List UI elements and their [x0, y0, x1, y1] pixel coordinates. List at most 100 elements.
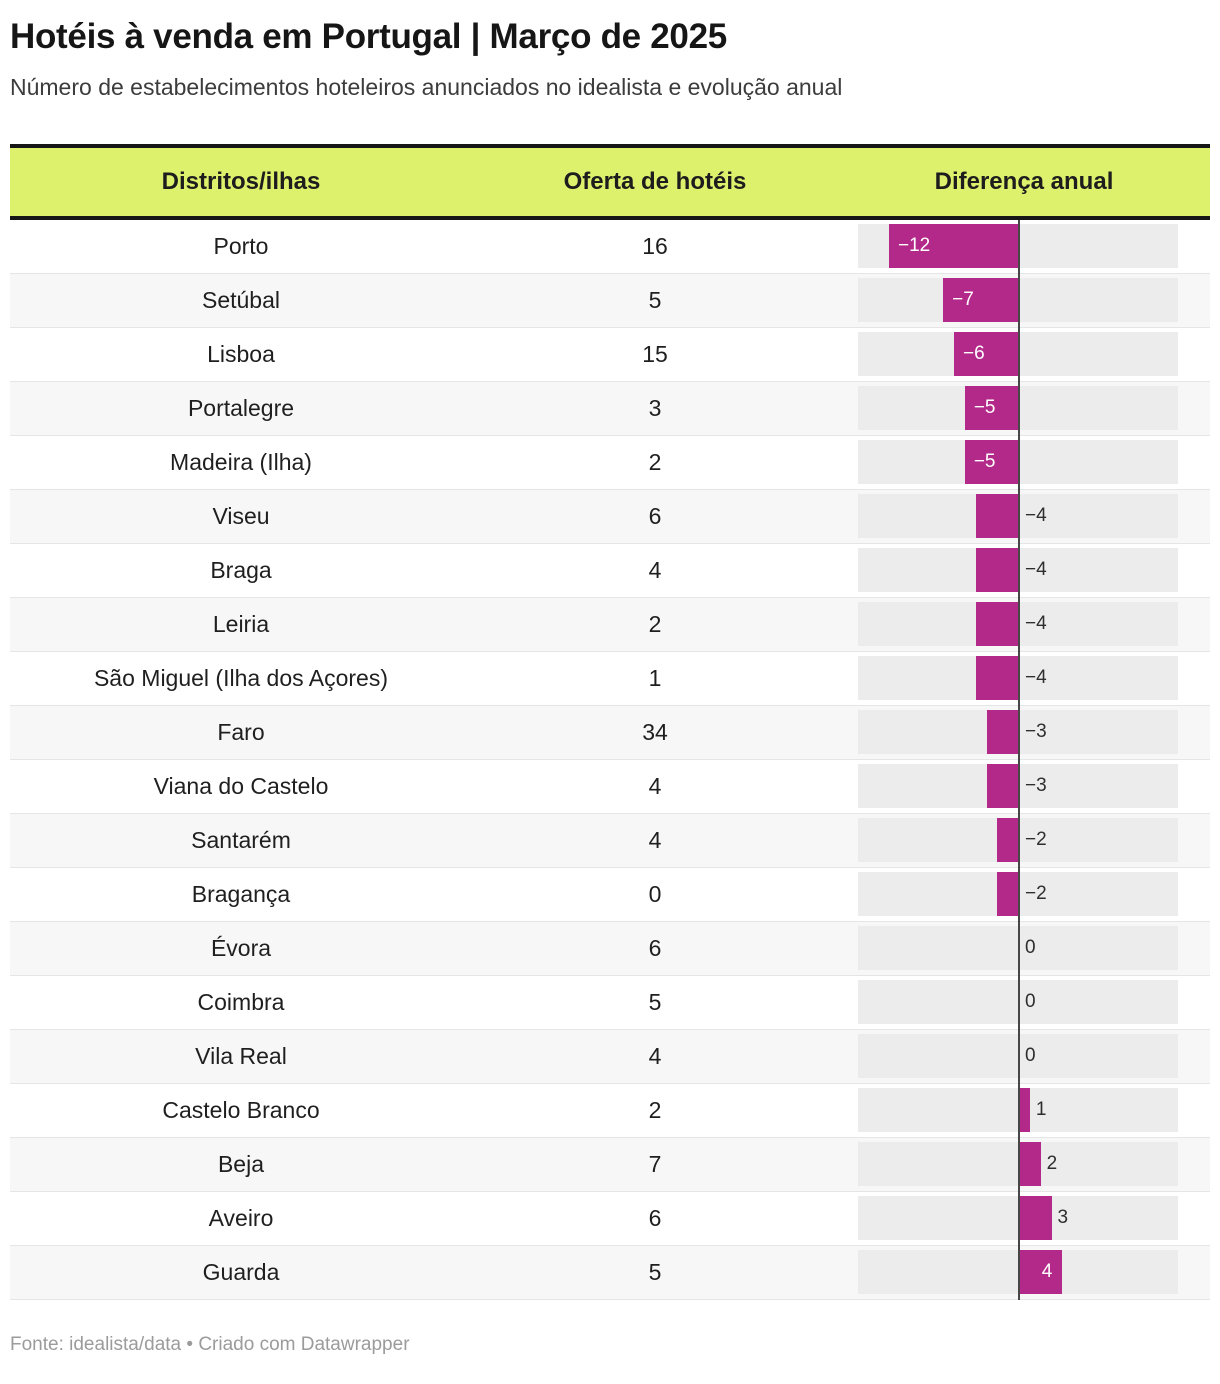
diff-bar	[975, 494, 1019, 539]
data-table: Distritos/ilhas Oferta de hotéis Diferen…	[10, 143, 1210, 1300]
diff-bar-cell: −3	[838, 710, 1210, 755]
diff-value-label: −5	[973, 397, 996, 419]
offer-count: 4	[648, 556, 662, 583]
offer-count: 4	[648, 826, 662, 853]
offer-count: 15	[642, 340, 668, 367]
district-name: Aveiro	[208, 1204, 274, 1231]
source-note: Fonte: idealista/data • Criado com Dataw…	[10, 1333, 410, 1355]
table-row: Castelo Branco 2 1	[10, 1083, 1210, 1138]
offer-count: 5	[648, 286, 662, 313]
diff-bar-cell: −4	[838, 548, 1210, 593]
district-name: Viana do Castelo	[153, 772, 329, 799]
table-row: Faro 34 −3	[10, 705, 1210, 760]
zero-axis-line	[1018, 219, 1020, 1300]
diff-bar-cell: −3	[838, 764, 1210, 809]
diff-bar	[986, 764, 1019, 809]
diff-bar-cell: 2	[838, 1142, 1210, 1187]
table-row: Lisboa 15 −6	[10, 327, 1210, 382]
diff-bar-cell: 3	[838, 1196, 1210, 1241]
diff-value-label: −12	[898, 235, 931, 257]
diff-bar	[964, 386, 1019, 431]
district-name: Braga	[210, 556, 272, 583]
table-header-row: Distritos/ilhas Oferta de hotéis Diferen…	[10, 143, 1210, 220]
table-row: Aveiro 6 3	[10, 1191, 1210, 1246]
diff-bar-cell: −4	[838, 602, 1210, 647]
diff-bar-cell: −7	[838, 278, 1210, 323]
diff-bar-cell: −5	[838, 440, 1210, 485]
offer-count: 0	[648, 880, 662, 907]
diff-bar	[986, 710, 1019, 755]
district-name: Setúbal	[201, 286, 280, 313]
district-name: Castelo Branco	[162, 1096, 320, 1123]
offer-count: 1	[648, 664, 662, 691]
diff-bar	[954, 332, 1019, 377]
column-header-offer: Oferta de hotéis	[563, 167, 747, 195]
diff-bar-cell: 0	[838, 1034, 1210, 1079]
diff-value-label: −7	[952, 289, 974, 311]
table-row: Braga 4 −4	[10, 543, 1210, 598]
diff-bar	[964, 440, 1019, 485]
page: Hotéis à venda em Portugal | Março de 20…	[10, 17, 1210, 1355]
diff-bar-cell: −2	[838, 872, 1210, 917]
offer-count: 6	[648, 1204, 662, 1231]
district-name: Lisboa	[207, 340, 275, 367]
diff-value-label: −4	[1025, 667, 1047, 689]
column-header-diff: Diferença anual	[934, 167, 1114, 195]
offer-count: 2	[648, 448, 662, 475]
diff-bar-cell: −5	[838, 386, 1210, 431]
district-name: Viseu	[212, 502, 270, 529]
diff-bar	[997, 818, 1019, 863]
offer-count: 4	[648, 1042, 662, 1069]
diff-value-label: 1	[1035, 1099, 1047, 1121]
diff-value-label: 0	[1025, 937, 1036, 959]
diff-bar-cell: 1	[838, 1088, 1210, 1133]
district-name: Guarda	[202, 1258, 280, 1285]
diff-bar-cell: −4	[838, 494, 1210, 539]
offer-count: 7	[648, 1150, 662, 1177]
table-row: Évora 6 0	[10, 921, 1210, 976]
diff-bar	[975, 656, 1019, 701]
district-name: Vila Real	[195, 1042, 287, 1069]
diff-bar	[1019, 1196, 1052, 1241]
district-name: Santarém	[191, 826, 291, 853]
diff-bar	[975, 602, 1019, 647]
offer-count: 4	[648, 772, 662, 799]
table-row: Setúbal 5 −7	[10, 273, 1210, 328]
district-name: Évora	[210, 934, 272, 961]
column-header-districts: Distritos/ilhas	[161, 167, 321, 195]
offer-count: 34	[642, 718, 668, 745]
chart-subtitle: Número de estabelecimentos hoteleiros an…	[10, 74, 843, 100]
offer-count: 16	[642, 232, 668, 259]
table-row: São Miguel (Ilha dos Açores) 1 −4	[10, 651, 1210, 706]
table-row: Porto 16 −12	[10, 219, 1210, 274]
diff-value-label: 3	[1057, 1207, 1069, 1229]
table-row: Beja 7 2	[10, 1137, 1210, 1192]
offer-count: 5	[648, 988, 662, 1015]
offer-count: 6	[648, 934, 662, 961]
district-name: Leiria	[212, 610, 270, 637]
offer-count: 3	[648, 394, 662, 421]
offer-count: 2	[648, 1096, 662, 1123]
diff-value-label: 4	[1041, 1261, 1053, 1283]
diff-bar	[1019, 1142, 1041, 1187]
diff-value-label: −3	[1025, 775, 1047, 797]
diff-value-label: 0	[1025, 1045, 1036, 1067]
table-row: Vila Real 4 0	[10, 1029, 1210, 1084]
diff-bar-cell: −6	[838, 332, 1210, 377]
district-name: Porto	[213, 232, 269, 259]
diff-bar	[975, 548, 1019, 593]
district-name: Faro	[217, 718, 265, 745]
diff-value-label: −4	[1025, 559, 1047, 581]
table-row: Viseu 6 −4	[10, 489, 1210, 544]
district-name: Madeira (Ilha)	[170, 448, 312, 475]
diff-bar-cell: −12	[838, 224, 1210, 269]
offer-count: 5	[648, 1258, 662, 1285]
diff-bar-cell: 0	[838, 980, 1210, 1025]
diff-bar	[943, 278, 1019, 323]
district-name: Bragança	[191, 880, 291, 907]
table-row: Santarém 4 −2	[10, 813, 1210, 868]
district-name: Portalegre	[187, 394, 295, 421]
diff-bar	[997, 872, 1019, 917]
diff-value-label: −3	[1025, 721, 1047, 743]
offer-count: 2	[648, 610, 662, 637]
